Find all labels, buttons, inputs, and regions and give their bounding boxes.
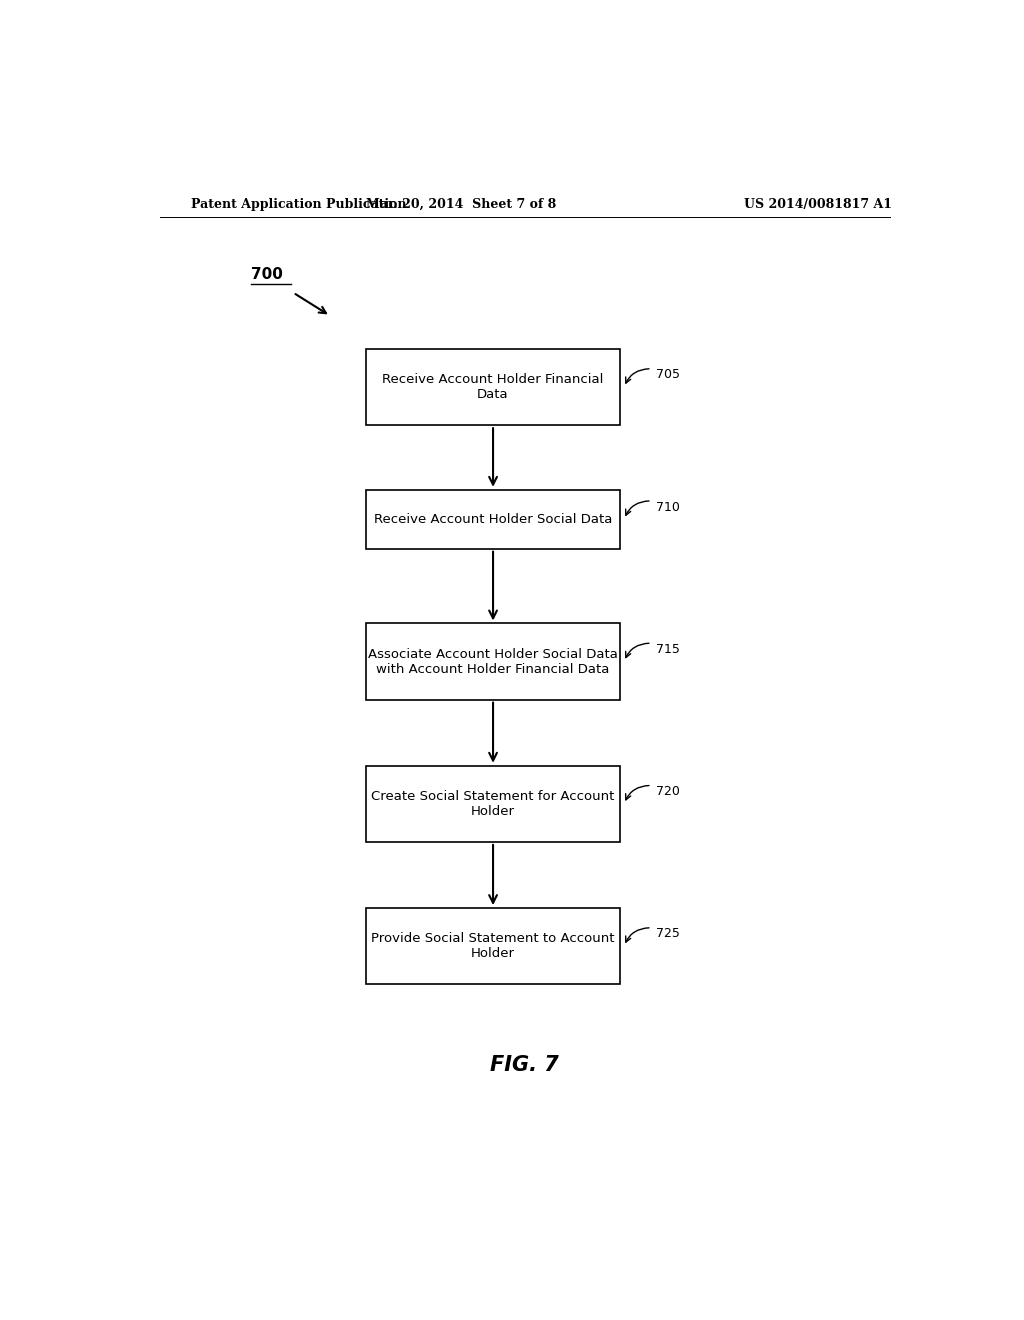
Text: FIG. 7: FIG. 7 bbox=[490, 1055, 559, 1074]
Text: 705: 705 bbox=[655, 368, 680, 381]
Text: US 2014/0081817 A1: US 2014/0081817 A1 bbox=[744, 198, 893, 211]
Text: Create Social Statement for Account
Holder: Create Social Statement for Account Hold… bbox=[372, 789, 614, 818]
FancyBboxPatch shape bbox=[367, 908, 620, 985]
FancyBboxPatch shape bbox=[367, 623, 620, 700]
FancyBboxPatch shape bbox=[367, 348, 620, 425]
Text: Patent Application Publication: Patent Application Publication bbox=[191, 198, 407, 211]
FancyBboxPatch shape bbox=[367, 766, 620, 842]
Text: 725: 725 bbox=[655, 928, 680, 940]
Text: Mar. 20, 2014  Sheet 7 of 8: Mar. 20, 2014 Sheet 7 of 8 bbox=[367, 198, 556, 211]
Text: 710: 710 bbox=[655, 500, 680, 513]
Text: 720: 720 bbox=[655, 785, 680, 799]
Text: 700: 700 bbox=[251, 268, 283, 282]
Text: Associate Account Holder Social Data
with Account Holder Financial Data: Associate Account Holder Social Data wit… bbox=[368, 648, 618, 676]
Text: Receive Account Holder Social Data: Receive Account Holder Social Data bbox=[374, 512, 612, 525]
Text: Provide Social Statement to Account
Holder: Provide Social Statement to Account Hold… bbox=[372, 932, 614, 960]
Text: 715: 715 bbox=[655, 643, 680, 656]
FancyBboxPatch shape bbox=[367, 490, 620, 549]
Text: Receive Account Holder Financial
Data: Receive Account Holder Financial Data bbox=[382, 374, 604, 401]
